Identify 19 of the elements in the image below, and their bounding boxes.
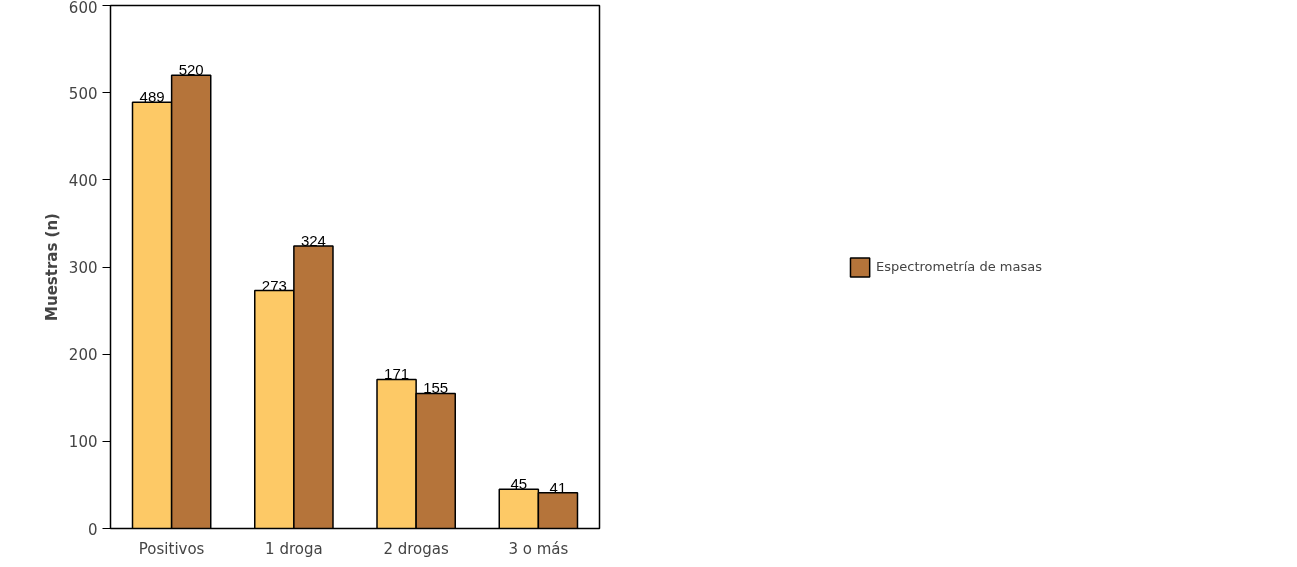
x-tick-label: 3 o más xyxy=(508,539,569,558)
y-tick-label: 100 xyxy=(68,433,98,452)
y-axis-title: Muestras (n) xyxy=(42,213,61,321)
data-label: 45 xyxy=(510,475,528,493)
data-label: 171 xyxy=(384,365,410,383)
x-tick-label: Positivos xyxy=(138,539,205,558)
data-label: 520 xyxy=(178,61,204,79)
legend-label: Espectrometría de masas xyxy=(876,259,1042,274)
y-tick-label: 400 xyxy=(68,171,98,190)
data-label: 324 xyxy=(300,232,326,250)
y-tick-label: 500 xyxy=(68,84,98,103)
x-tick-label: 1 droga xyxy=(265,539,323,558)
y-tick-label: 200 xyxy=(68,346,98,365)
y-tick-label: 300 xyxy=(68,259,98,277)
x-tick-label: 2 drogas xyxy=(383,539,449,558)
data-label: 489 xyxy=(139,88,165,106)
y-tick-label: 0 xyxy=(87,520,98,539)
y-tick-label: 600 xyxy=(68,0,98,17)
data-label: 155 xyxy=(423,379,449,397)
